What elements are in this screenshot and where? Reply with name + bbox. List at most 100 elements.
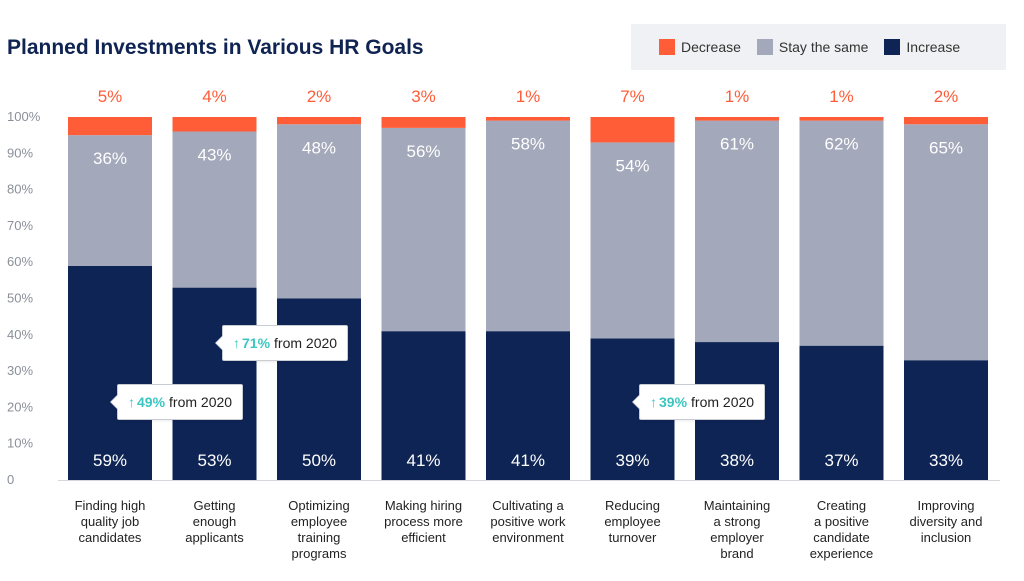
- category-label-line: brand: [720, 546, 754, 561]
- callout-getting-applicants: ↑ 71% from 2020: [214, 325, 349, 361]
- category-label-line: Optimizing: [288, 498, 350, 513]
- y-tick-label: 30%: [7, 363, 33, 378]
- legend-label-stay-the-same: Stay the same: [778, 39, 869, 55]
- callout-finding-candidates: ↑ 49% from 2020: [109, 384, 244, 420]
- bar-stay-the-same: [381, 127, 466, 332]
- data-label-increase: 38%: [720, 451, 754, 470]
- data-label-stay-the-same: 56%: [406, 142, 440, 161]
- bar-decrease: [68, 117, 152, 136]
- category-label-line: process more: [384, 514, 463, 529]
- up-arrow-icon: ↑: [650, 394, 657, 410]
- category-label-line: efficient: [401, 530, 446, 545]
- data-label-increase: 50%: [302, 451, 336, 470]
- data-label-decrease: 1%: [725, 87, 750, 106]
- data-label-increase: 39%: [615, 451, 649, 470]
- category-label: Finding high quality job candidates: [58, 498, 162, 546]
- data-label-decrease: 7%: [620, 87, 645, 106]
- up-arrow-icon: ↑: [128, 394, 135, 410]
- bar-decrease: [486, 117, 570, 121]
- callout-reducing-turnover: ↑ 39% from 2020: [631, 384, 766, 420]
- bar-stay-the-same: [799, 120, 884, 346]
- category-label-line: Creating: [816, 498, 867, 513]
- category-label-line: employee: [604, 514, 661, 529]
- bar-stay-the-same: [172, 131, 257, 288]
- bar-increase: [172, 287, 257, 480]
- category-label-line: a positive: [814, 514, 869, 529]
- bar-stay-the-same: [277, 124, 361, 299]
- bar-decrease: [799, 117, 884, 121]
- data-label-increase: 41%: [406, 451, 440, 470]
- category-label-line: experience: [809, 546, 874, 561]
- bar-decrease: [695, 117, 779, 121]
- bar-stay-the-same: [904, 124, 988, 361]
- callout-percent: 71%: [242, 335, 271, 351]
- legend-swatch-increase: [884, 39, 901, 55]
- category-label-line: quality job: [80, 514, 140, 529]
- category-label: Optimizing employee training programs: [267, 498, 371, 562]
- chart-title: Planned Investments in Various HR Goals: [7, 36, 424, 59]
- data-label-stay-the-same: 36%: [93, 149, 127, 168]
- data-label-stay-the-same: 61%: [720, 135, 754, 154]
- bar-increase: [904, 360, 988, 480]
- category-label: Maintaining a strong employer brand: [685, 498, 789, 562]
- callout-text: from 2020: [274, 335, 338, 351]
- bar-stay-the-same: [695, 120, 779, 343]
- bar-increase: [68, 265, 152, 480]
- data-label-stay-the-same: 54%: [615, 156, 649, 175]
- data-label-increase: 59%: [93, 451, 127, 470]
- y-tick-label: 20%: [7, 399, 33, 414]
- callout-text: from 2020: [169, 394, 233, 410]
- category-label-line: Improving: [917, 498, 975, 513]
- bar-decrease: [277, 117, 361, 125]
- category-label-line: enough: [192, 514, 237, 529]
- y-tick-label: 10%: [7, 436, 33, 451]
- category-label-line: Making hiring: [384, 498, 463, 513]
- data-label-stay-the-same: 43%: [197, 146, 231, 165]
- legend-label-increase: Increase: [906, 39, 961, 55]
- category-label-line: employer: [710, 530, 764, 545]
- category-label-line: inclusion: [920, 530, 972, 545]
- category-label-line: candidate: [813, 530, 870, 545]
- category-label: Getting enough applicants: [163, 498, 267, 546]
- data-label-stay-the-same: 62%: [824, 135, 858, 154]
- callout-text: from 2020: [691, 394, 755, 410]
- data-label-increase: 41%: [511, 451, 545, 470]
- category-label: Reducing employee turnover: [581, 498, 685, 546]
- category-label-line: Reducing: [605, 498, 660, 513]
- legend-swatch-decrease: [659, 39, 675, 55]
- data-label-stay-the-same: 48%: [302, 138, 336, 157]
- data-label-increase: 33%: [929, 451, 963, 470]
- bar-increase: [381, 331, 466, 480]
- data-label-stay-the-same: 58%: [511, 135, 545, 154]
- category-label: Making hiring process more efficient: [372, 498, 476, 546]
- category-label-line: turnover: [608, 530, 657, 545]
- y-tick-label: 50%: [7, 291, 33, 306]
- data-label-decrease: 1%: [516, 87, 541, 106]
- data-label-increase: 53%: [197, 451, 231, 470]
- category-label: Improving diversity and inclusion: [894, 498, 998, 546]
- legend: Decrease Stay the same Increase: [631, 24, 1006, 70]
- category-label: Creating a positive candidate experience: [790, 498, 894, 562]
- y-tick-label: 60%: [7, 254, 33, 269]
- data-label-increase: 37%: [824, 451, 858, 470]
- y-tick-label: 100%: [7, 109, 41, 124]
- legend-item-increase: Increase: [884, 39, 960, 55]
- legend-item-stay-the-same: Stay the same: [756, 39, 869, 55]
- category-label-line: candidates: [78, 530, 142, 545]
- y-tick-label: 40%: [7, 327, 33, 342]
- data-label-decrease: 3%: [411, 87, 436, 106]
- y-tick-label: 70%: [7, 218, 33, 233]
- bar-stay-the-same: [68, 135, 152, 266]
- category-label-line: Getting: [193, 498, 236, 513]
- category-label-line: training: [297, 530, 341, 545]
- category-label-line: a strong: [713, 514, 761, 529]
- legend-label-decrease: Decrease: [681, 39, 741, 55]
- category-label-line: positive work: [490, 514, 566, 529]
- category-label-line: diversity and: [909, 514, 983, 529]
- category-label-line: Maintaining: [703, 498, 771, 513]
- category-label-line: programs: [291, 546, 347, 561]
- bar-increase: [486, 331, 570, 480]
- bar-decrease: [172, 117, 257, 132]
- legend-item-decrease: Decrease: [659, 39, 741, 55]
